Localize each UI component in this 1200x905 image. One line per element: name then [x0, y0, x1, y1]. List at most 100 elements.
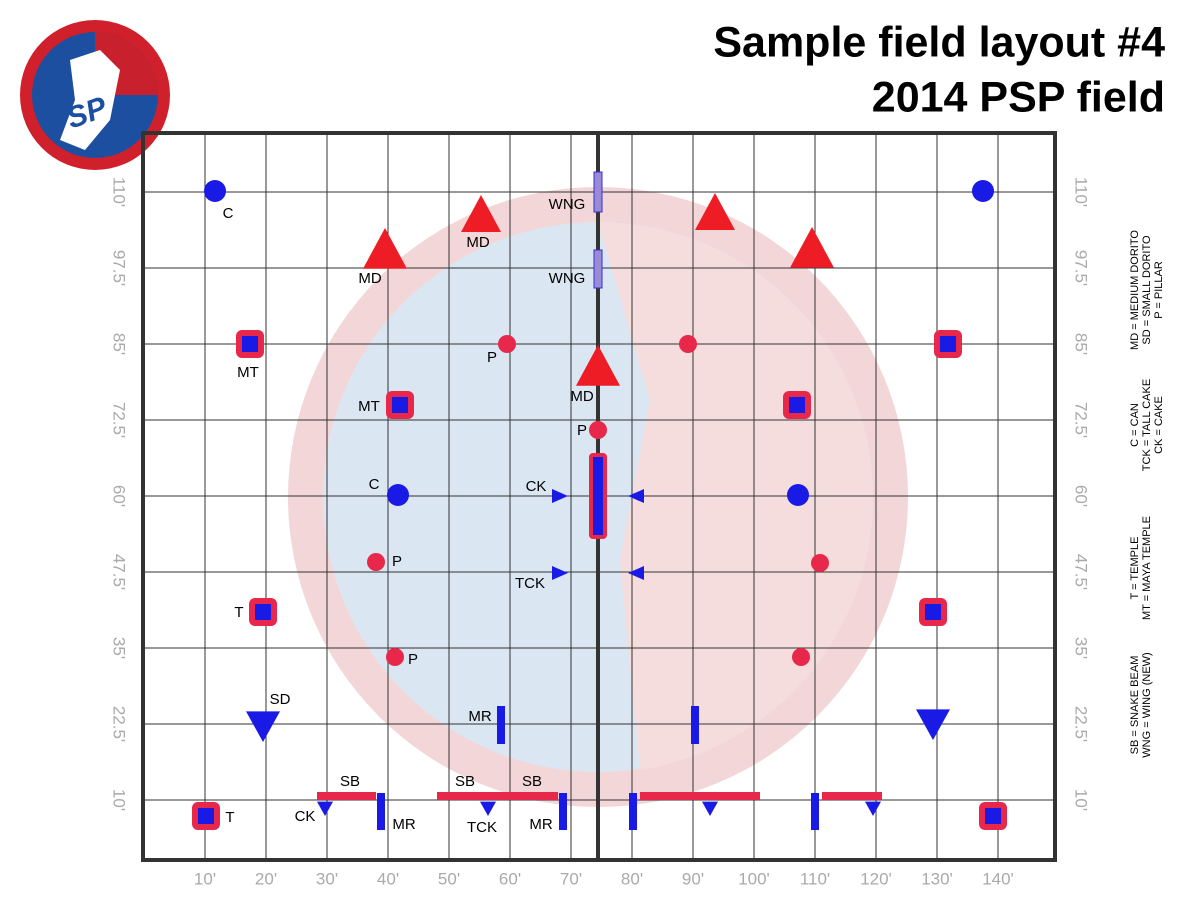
cake-marker — [317, 801, 333, 816]
cake-marker — [552, 566, 568, 580]
dorito — [790, 227, 834, 268]
bunker-label: SD — [270, 691, 291, 708]
legend-text: MT = MAYA TEMPLE — [1141, 516, 1153, 620]
x-axis-label: 90' — [682, 869, 704, 888]
legend-text: C = CAN — [1129, 403, 1141, 447]
small-dorito — [246, 711, 280, 742]
x-axis-label: 70' — [560, 869, 582, 888]
y-axis-label: 22.5' — [110, 706, 129, 742]
bunker-label: TCK — [515, 575, 545, 592]
y-axis-label: 22.5' — [1072, 706, 1091, 742]
snake-beam — [640, 792, 700, 800]
pillar — [386, 648, 404, 666]
bunker-label: P — [392, 553, 402, 570]
x-axis-label: 10' — [194, 869, 216, 888]
can — [972, 180, 994, 202]
pillar — [498, 335, 516, 353]
y-axis-label: 35' — [110, 637, 129, 659]
y-axis-label: 47.5' — [1072, 554, 1091, 590]
can — [204, 180, 226, 202]
temple-core — [925, 604, 941, 620]
legend-text: SB = SNAKE BEAM — [1129, 656, 1141, 755]
bunker-label: TCK — [467, 819, 497, 836]
temple-core — [392, 397, 408, 413]
small-dorito — [916, 709, 950, 740]
temple-core — [198, 808, 214, 824]
x-axis-label: 50' — [438, 869, 460, 888]
dorito — [576, 345, 620, 386]
x-axis-label: 120' — [860, 869, 892, 888]
y-axis-label: 47.5' — [110, 554, 129, 590]
dorito — [695, 193, 735, 230]
bunker-label: MR — [392, 816, 415, 833]
y-axis-label: 85' — [1072, 333, 1091, 355]
x-axis-label: 130' — [921, 869, 953, 888]
x-axis-label: 20' — [255, 869, 277, 888]
legend-text: SD = SMALL DORITO — [1141, 235, 1153, 345]
cake-marker — [628, 566, 644, 580]
temple-core — [242, 336, 258, 352]
bunker-label: WNG — [549, 196, 586, 213]
bunker-label: SB — [340, 773, 360, 790]
mini-rig — [559, 793, 567, 830]
pillar — [792, 648, 810, 666]
bunker-label: T — [234, 604, 243, 621]
bunker-label: MT — [358, 398, 380, 415]
bunker-label: MT — [237, 364, 259, 381]
dorito — [363, 228, 407, 269]
bunker-label: P — [487, 349, 497, 366]
bunker-label: CK — [295, 808, 316, 825]
cake-marker — [480, 801, 496, 816]
y-axis-label: 72.5' — [110, 402, 129, 438]
legend-text: CK = CAKE — [1153, 396, 1165, 454]
x-axis-label: 40' — [377, 869, 399, 888]
bunker-label: T — [225, 809, 234, 826]
bunker-label: P — [408, 651, 418, 668]
y-axis-label: 110' — [110, 177, 129, 207]
snake-beam — [437, 792, 497, 800]
bunker-label: MD — [570, 388, 593, 405]
wing — [593, 171, 603, 213]
bunker-label: SB — [522, 773, 542, 790]
bunker-label: C — [369, 476, 380, 493]
x-axis-label: 30' — [316, 869, 338, 888]
mini-rig — [497, 706, 505, 744]
mini-rig — [691, 706, 699, 744]
pillar — [679, 335, 697, 353]
x-axis-label: 140' — [982, 869, 1014, 888]
y-axis-label: 35' — [1072, 637, 1091, 659]
title-line: 2014 PSP field — [872, 73, 1165, 121]
snake-beam — [700, 792, 760, 800]
logo: PSP — [20, 20, 170, 170]
wing — [593, 249, 603, 289]
x-axis-label: 100' — [738, 869, 770, 888]
cake-marker — [628, 489, 644, 503]
bunker-label: WNG — [549, 270, 586, 287]
temple-core — [789, 397, 805, 413]
bunker-label: MR — [468, 708, 491, 725]
snake-beam — [497, 792, 558, 800]
y-axis-label: 10' — [1072, 789, 1091, 811]
y-axis-label: 60' — [110, 485, 129, 507]
bunker-label: CK — [526, 478, 547, 495]
mini-rig — [811, 793, 819, 830]
temple-core — [255, 604, 271, 620]
y-axis-label: 60' — [1072, 485, 1091, 507]
pillar — [811, 554, 829, 572]
legend-text: TCK = TALL CAKE — [1141, 379, 1153, 471]
can — [387, 484, 409, 506]
mini-rig — [377, 793, 385, 830]
x-axis-label: 80' — [621, 869, 643, 888]
dorito — [461, 195, 501, 232]
bunker-label: MR — [529, 816, 552, 833]
legend-text: WNG = WING (NEW) — [1141, 652, 1153, 757]
bunker-label: MD — [466, 234, 489, 251]
snake-beam — [317, 792, 376, 800]
cake-marker — [865, 801, 881, 816]
mini-rig — [629, 793, 637, 830]
snake-beam — [822, 792, 882, 800]
legend-text: T = TEMPLE — [1129, 537, 1141, 600]
can — [787, 484, 809, 506]
temple-core — [985, 808, 1001, 824]
